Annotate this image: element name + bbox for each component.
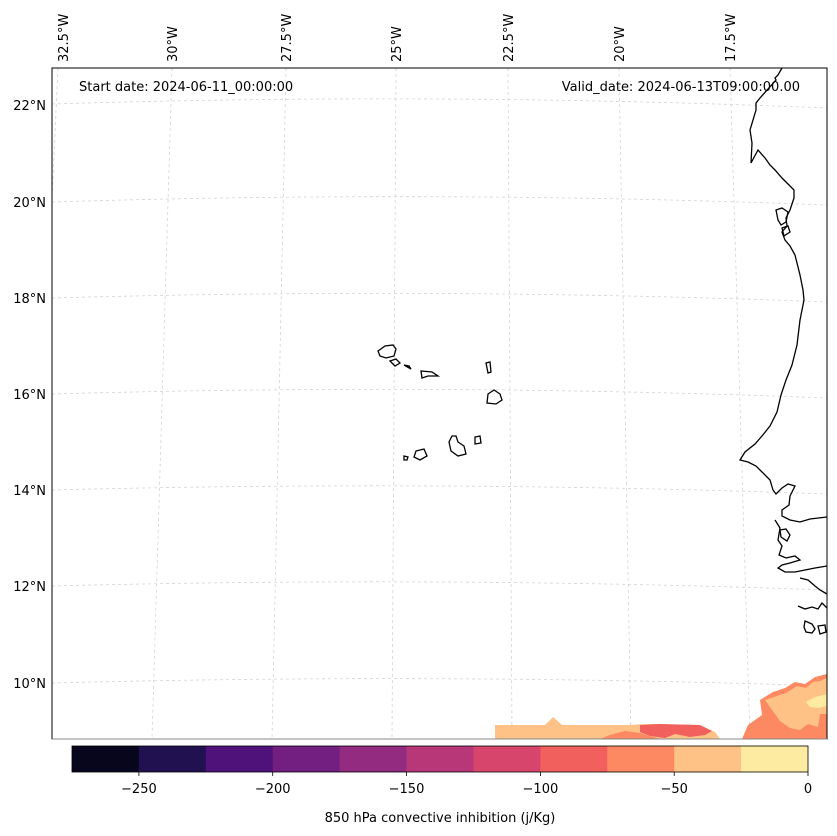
african-coastline [738, 67, 828, 523]
gridline-lon-17.5 [729, 67, 751, 740]
lat-label-10N: 10°N [13, 677, 46, 692]
lat-label-22N: 22°N [13, 99, 46, 114]
lon-label-20W: 20°W [613, 26, 628, 62]
lat-label-20N: 20°N [13, 196, 46, 211]
coast-segment-south-d [803, 620, 816, 634]
gridline-lon-30 [151, 67, 173, 740]
cb-tick-label-neg200: −200 [255, 782, 291, 797]
coast-segment-south-a [774, 519, 828, 573]
island-santiago [448, 435, 467, 457]
cb-tick-label-neg250: −250 [121, 782, 157, 797]
colorbar: −250 −200 −150 −100 −50 0 850 hPa convec… [71, 745, 812, 826]
island-brava [403, 455, 409, 461]
colorbar-swatch [138, 746, 207, 772]
island-boa-vista [486, 389, 503, 405]
cb-tick-label-0: 0 [804, 782, 812, 797]
gridline-lon-22.5 [507, 67, 513, 740]
colorbar-swatch [72, 746, 140, 772]
colorbar-swatch [674, 746, 742, 772]
lat-label-14N: 14°N [13, 484, 46, 499]
gridline-lat-10 [51, 678, 828, 687]
lon-label-30W: 30°W [166, 26, 181, 62]
colorbar-swatch [272, 746, 341, 772]
colorbar-swatch [339, 746, 407, 772]
gridline-lat-14 [51, 485, 828, 495]
island-sao-vicente [388, 358, 402, 367]
island-santo-antao [377, 344, 397, 359]
island-maio [474, 435, 482, 445]
island-sao-nicolau [420, 370, 441, 379]
map-background [52, 68, 827, 739]
colorbar-swatch [607, 746, 675, 772]
colorbar-ticks [138, 772, 809, 776]
lat-label-18N: 18°N [13, 292, 46, 307]
gridline-lon-20 [618, 67, 632, 740]
colorbar-swatch [473, 746, 541, 772]
longitude-labels: 32.5°W 30°W 27.5°W 25°W 22.5°W 20°W 17.5… [57, 14, 739, 62]
lon-label-25W: 25°W [390, 26, 405, 62]
start-date-text: Start date: 2024-06-11_00:00:00 [79, 80, 293, 95]
colorbar-swatch [205, 746, 274, 772]
gridline-lat-16 [51, 388, 828, 399]
latitude-labels: 22°N 20°N 18°N 16°N 14°N 12°N 10°N [13, 99, 46, 692]
colorbar-swatch [406, 746, 474, 772]
lon-label-27.5W: 27.5°W [280, 14, 295, 62]
coast-segment-south-b [799, 577, 828, 595]
cin-fill-band-b [640, 724, 712, 738]
lon-label-17.5W: 17.5°W [724, 14, 739, 62]
island-sal [485, 361, 492, 374]
cin-fill-band-c [600, 731, 660, 739]
coast-segment-south-c [797, 601, 828, 610]
gridline-lat-12 [51, 581, 828, 591]
gridline-lat-20 [51, 196, 828, 206]
cb-tick-label-neg150: −150 [389, 782, 425, 797]
cin-fill-coast-core [806, 694, 827, 708]
lon-label-22.5W: 22.5°W [502, 14, 517, 62]
colorbar-tick-labels: −250 −200 −150 −100 −50 0 [121, 782, 812, 797]
lon-label-32.5W: 32.5°W [57, 14, 72, 62]
gridline-lon-27.5 [271, 67, 287, 740]
cape-verde-islands [377, 344, 503, 461]
island-fogo [413, 448, 428, 461]
gridline-lat-18 [51, 292, 828, 303]
colorbar-title: 850 hPa convective inhibition (j/Kg) [325, 811, 556, 826]
gridline-lat-22 [51, 98, 828, 109]
bay-inlet-south [781, 225, 791, 238]
gambia-inlet [779, 528, 791, 542]
lat-label-16N: 16°N [13, 388, 46, 403]
valid-date-text: Valid_date: 2024-06-13T09:00:00.00 [562, 80, 800, 95]
bay-inlet-north [775, 207, 789, 226]
lat-label-12N: 12°N [13, 580, 46, 595]
gridlines [51, 67, 828, 740]
cb-tick-label-neg100: −100 [523, 782, 559, 797]
colorbar-frame [71, 745, 809, 773]
gridline-lon-25 [391, 67, 397, 740]
cin-contour-fills [495, 674, 827, 739]
colorbar-swatch [741, 746, 809, 772]
coastlines [738, 67, 828, 635]
coast-segment-south-e [817, 624, 827, 635]
cb-tick-label-neg50: −50 [660, 782, 687, 797]
colorbar-swatches [72, 746, 809, 772]
colorbar-swatch [540, 746, 608, 772]
island-santa-luzia [403, 364, 412, 370]
gridline-lon-32.5 [51, 67, 59, 201]
